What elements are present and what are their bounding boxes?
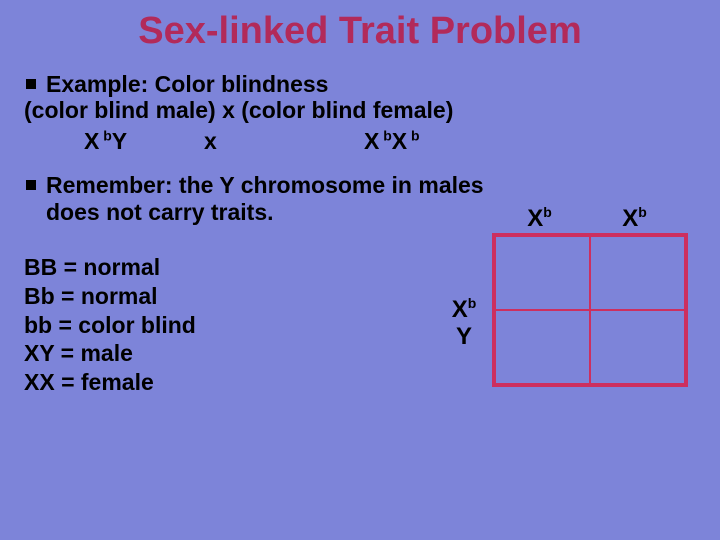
b-superscript: b — [99, 127, 111, 143]
bullet-example: Example: Color blindness — [24, 71, 696, 97]
content-area: Example: Color blindness (color blind ma… — [0, 53, 720, 473]
side-allele-1: Xb — [436, 296, 492, 324]
key-xy: XY = male — [24, 339, 196, 368]
side-allele-2: Y — [436, 323, 492, 351]
b-superscript: b — [379, 127, 391, 143]
top-allele-1: Xb — [492, 205, 587, 233]
x-allele: X — [452, 296, 468, 323]
page-title: Sex-linked Trait Problem — [0, 0, 720, 53]
punnett-cell — [495, 310, 590, 384]
grid-rows-stack — [492, 233, 688, 387]
cross-symbol: x — [204, 128, 364, 154]
punnett-side-2-wrap: Y — [436, 323, 492, 351]
female-genotype: X bX b — [364, 128, 420, 154]
genotype-key: BB = normal Bb = normal bb = color blind… — [24, 253, 196, 397]
top-allele-2: Xb — [587, 205, 682, 233]
bullet-icon — [26, 79, 36, 89]
bullet-icon — [26, 180, 36, 190]
b-superscript: b — [638, 204, 647, 220]
b-superscript: b — [543, 204, 552, 220]
punnett-row-1: Xb — [436, 233, 688, 387]
x-allele: X — [84, 128, 99, 154]
x-allele: X — [364, 128, 379, 154]
key-bb-mixed: Bb = normal — [24, 282, 196, 311]
x-allele: X — [392, 128, 407, 154]
punnett-cell — [590, 310, 685, 384]
genotype-row: X bY x X bX b — [84, 128, 696, 154]
male-genotype: X bY — [84, 128, 204, 154]
x-allele: X — [622, 205, 638, 232]
punnett-square: Xb Xb Xb — [436, 205, 688, 387]
lower-section: BB = normal Bb = normal bb = color blind… — [24, 243, 696, 473]
key-xx: XX = female — [24, 368, 196, 397]
x-allele: X — [527, 205, 543, 232]
punnett-cell — [590, 236, 685, 310]
punnett-grid — [492, 233, 688, 387]
punnett-cell — [495, 236, 590, 310]
cross-description: (color blind male) x (color blind female… — [24, 97, 696, 123]
remember-line1: Remember: the Y chromosome in males — [46, 172, 696, 198]
y-allele: Y — [112, 128, 127, 154]
example-label: Example: Color blindness — [46, 71, 696, 97]
punnett-top-labels: Xb Xb — [492, 205, 688, 233]
b-superscript: b — [468, 295, 477, 311]
key-bb-lower: bb = color blind — [24, 311, 196, 340]
b-superscript: b — [407, 127, 419, 143]
key-bb-upper: BB = normal — [24, 253, 196, 282]
